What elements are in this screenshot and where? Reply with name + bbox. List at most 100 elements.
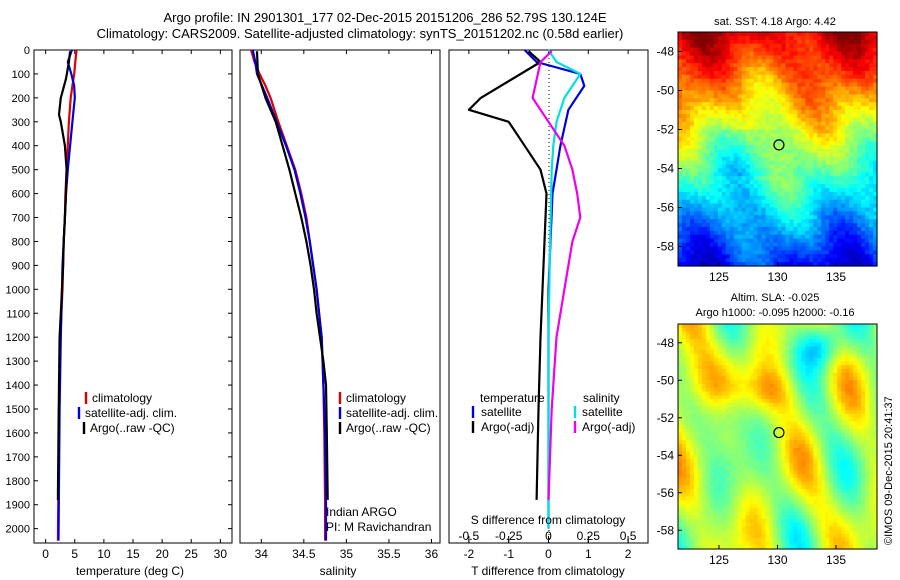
map-cell [773,238,779,244]
map-cell [781,391,787,396]
map-cell [745,440,751,445]
map-cell [725,176,731,181]
map-cell [789,254,795,259]
map-cell [749,372,755,378]
map-cell [681,391,687,396]
map-cell [793,90,798,95]
map-cell [865,327,870,333]
map-cell [805,74,810,80]
map-cell [757,432,763,438]
map-cell [701,74,707,80]
map-cell [733,188,739,193]
map-cell [725,164,731,170]
map-cell [809,133,814,138]
map-cell [785,380,791,385]
map-cell [721,137,727,142]
map-cell [873,254,878,259]
map-cell [873,102,878,107]
map-cell [805,376,810,381]
map-cell [873,172,878,177]
map-cell [701,380,707,385]
map-cell [841,361,846,366]
map-cell [789,90,795,95]
map-cell [705,455,711,460]
map-cell [857,113,862,119]
map-cell [725,406,731,411]
map-cell [777,32,783,37]
map-cell [873,90,878,95]
map-cell [737,380,743,385]
map-cell [689,133,695,138]
map-cell [777,59,783,64]
map-cell [777,145,783,150]
map-cell [745,211,751,216]
map-cell [809,86,814,92]
legend-climatology: climatology [346,391,406,405]
map-cell [785,117,791,123]
map-cell [801,39,806,45]
map-cell [797,324,802,329]
map-cell [829,172,834,177]
map-cell [797,372,802,378]
map-cell [693,82,699,88]
map-cell [829,387,834,393]
map-cell [745,180,751,185]
map-cell [681,152,687,158]
map-cell [709,74,715,80]
map-cell [693,188,699,193]
map-cell [721,425,727,430]
map-cell [853,125,858,131]
map-cell [765,47,771,53]
map-cell [849,250,854,255]
map-cell [761,242,767,248]
map-cell [785,414,791,419]
map-cell [781,168,787,173]
map-cell [773,227,779,232]
map-cell [701,395,707,400]
map-cell [805,156,810,162]
map-cell [805,211,810,216]
map-cell [749,406,755,411]
map-cell [741,129,747,134]
map-cell [721,86,727,92]
y-tick-label: 2000 [6,524,30,536]
map-cell [729,250,735,255]
map-cell [753,421,759,426]
map-cell [825,432,830,438]
map-cell [741,350,747,355]
map-cell [765,145,771,150]
map-cell [865,102,870,107]
map-cell [781,262,787,267]
map-cell [689,246,695,251]
map-cell [781,346,787,351]
map-cell [717,335,723,340]
map-cell [821,59,826,64]
map-cell [837,129,842,134]
map-cell [845,125,850,131]
map-cell [713,242,719,248]
map-cell [697,125,703,131]
map-cell [765,164,771,170]
map-cell [841,425,846,430]
map-cell [801,387,806,393]
map-cell [745,425,751,430]
map-cell [689,55,695,60]
map-cell [809,258,814,263]
map-cell [849,395,854,400]
map-cell [705,432,711,438]
map-cell [857,51,862,56]
map-cell [689,339,695,344]
map-cell [833,176,838,181]
map-cell [865,156,870,162]
map-cell [729,346,735,351]
map-cell [829,32,834,37]
map-cell [861,402,866,408]
map-cell [689,145,695,150]
map-cell [697,74,703,80]
map-cell [829,361,834,366]
map-cell [693,195,699,201]
map-cell [765,346,771,351]
map-cell [781,327,787,333]
map-cell [777,63,783,68]
map-cell [793,195,798,201]
